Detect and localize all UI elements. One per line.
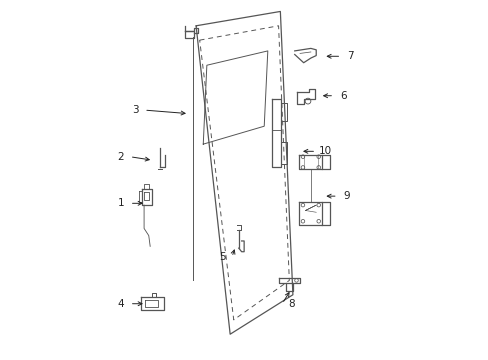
Text: 7: 7 (346, 51, 353, 61)
Text: 4: 4 (117, 299, 124, 309)
Text: 3: 3 (132, 105, 138, 115)
Text: 10: 10 (318, 146, 331, 156)
Text: 9: 9 (343, 191, 349, 201)
Text: 8: 8 (287, 299, 294, 309)
Text: 6: 6 (339, 91, 346, 101)
Text: 2: 2 (117, 152, 124, 162)
Text: 1: 1 (117, 198, 124, 208)
Text: 5: 5 (219, 252, 226, 262)
